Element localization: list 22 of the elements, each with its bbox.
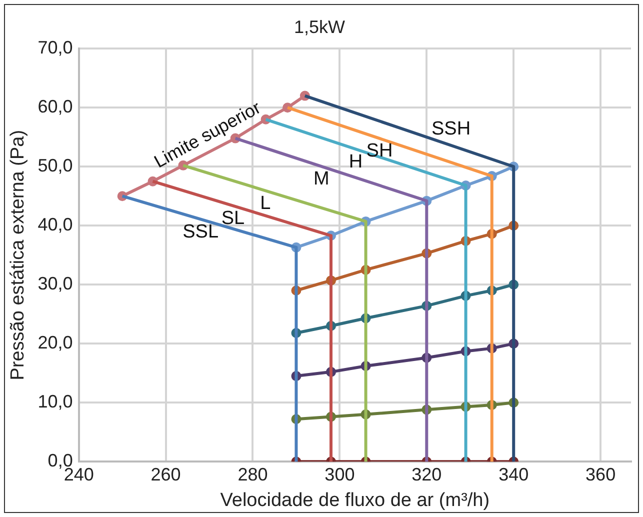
y-tick-label: 10,0	[38, 392, 73, 412]
x-tick-label: 300	[324, 464, 355, 484]
y-tick-label: 20,0	[38, 332, 73, 353]
y-tick-label: 50,0	[38, 156, 73, 176]
series-label: L	[260, 192, 271, 214]
x-tick-label: 360	[586, 464, 616, 484]
chart-title: 1,5kW	[294, 16, 346, 37]
series-label: H	[348, 151, 363, 172]
y-axis-title: Pressão estática externa (Pa)	[8, 130, 29, 380]
y-tick-label: 40,0	[38, 214, 73, 235]
series-label: M	[314, 168, 330, 190]
x-tick-label: 260	[150, 464, 181, 484]
x-axis-title: Velocidade de fluxo de ar (m³/h)	[220, 490, 490, 511]
series-label: SL	[221, 208, 245, 230]
x-tick-label: 280	[238, 464, 268, 484]
x-tick-label: 340	[498, 464, 529, 484]
series-label: SSL	[182, 221, 219, 242]
x-tick-label: 320	[412, 464, 442, 484]
y-tick-label: 30,0	[38, 274, 73, 294]
series-label: SSH	[431, 118, 471, 140]
y-tick-label: 70,0	[38, 38, 73, 58]
y-tick-label: 60,0	[38, 96, 73, 117]
